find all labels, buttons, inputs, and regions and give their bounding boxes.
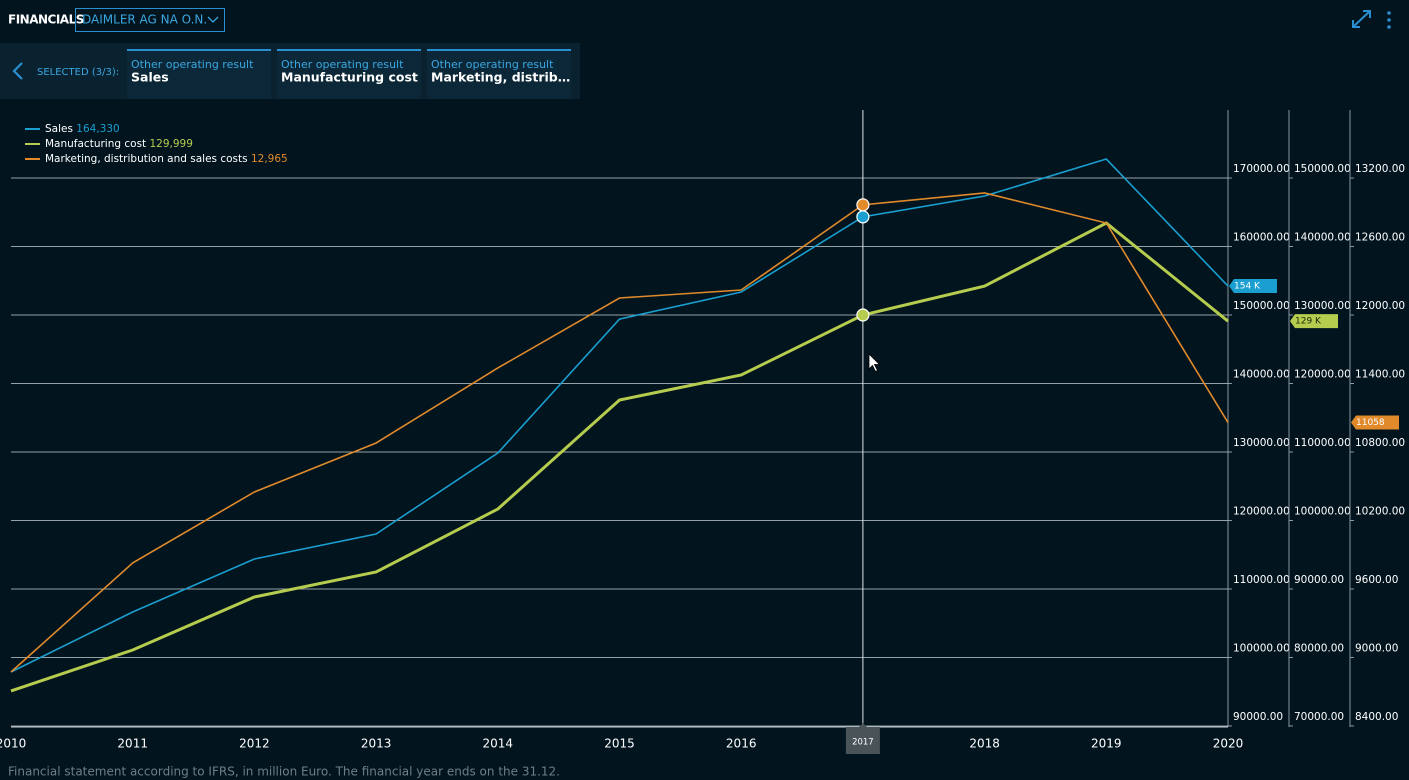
y-tick-label: 120000.00 (1294, 368, 1351, 380)
tab[interactable] (277, 49, 421, 99)
y-tick-label: 90000.00 (1233, 711, 1283, 723)
end-value-label: 154 K (1234, 282, 1261, 292)
y-tick-label: 10800.00 (1355, 437, 1405, 449)
y-tick-label: 90000.00 (1294, 574, 1344, 586)
end-value-label: 129 K (1295, 317, 1322, 327)
y-tick-label: 130000.00 (1294, 300, 1351, 312)
y-tick-label: 120000.00 (1233, 505, 1290, 517)
tab-group: Other operating result (431, 58, 554, 71)
x-tick-label: 2016 (726, 737, 757, 751)
y-tick-label: 170000.00 (1233, 163, 1290, 175)
menu-icon[interactable] (1387, 11, 1391, 29)
y-tick-label: 140000.00 (1233, 368, 1290, 380)
crosshair-label: 2017 (852, 738, 874, 748)
x-tick-label: 2014 (483, 737, 514, 751)
end-value-tag (1229, 279, 1277, 294)
hover-point (856, 308, 870, 322)
x-tick-label: 2011 (117, 737, 148, 751)
dropdown-caret (207, 16, 219, 23)
legend-name: Marketing, distribution and sales costs (45, 153, 251, 165)
end-value-label: 11058 (1356, 418, 1385, 428)
hover-point (856, 210, 870, 224)
tab[interactable] (427, 49, 571, 99)
mouse-cursor (868, 353, 881, 373)
y-tick-label: 10200.00 (1355, 505, 1405, 517)
legend-entry: Marketing, distribution and sales costs … (45, 153, 288, 165)
selection-label: SELECTED (3/3): (37, 67, 119, 78)
hover-point (856, 198, 870, 212)
back-arrow[interactable] (12, 62, 23, 80)
tab-top-border (277, 49, 421, 51)
legend-name: Manufacturing cost (45, 138, 150, 150)
y-tick-label: 160000.00 (1233, 232, 1290, 244)
legend-entry: Manufacturing cost 129,999 (45, 138, 193, 150)
y-tick-label: 11400.00 (1355, 369, 1405, 381)
legend-name: Sales (45, 123, 76, 135)
y-tick-label: 110000.00 (1233, 574, 1290, 586)
company-dropdown[interactable] (75, 8, 225, 32)
y-tick-label: 130000.00 (1233, 437, 1290, 449)
x-tick-label: 2019 (1091, 737, 1122, 751)
footer-note: Financial statement according to IFRS, i… (8, 765, 560, 779)
y-tick-label: 110000.00 (1294, 437, 1351, 449)
y-tick-label: 100000.00 (1294, 505, 1351, 517)
y-tick-label: 140000.00 (1294, 232, 1351, 244)
y-tick-label: 80000.00 (1294, 642, 1344, 654)
x-tick-label: 2012 (239, 737, 270, 751)
y-tick-label: 150000.00 (1294, 163, 1351, 175)
tab-name: Sales (131, 70, 169, 85)
y-tick-label: 9600.00 (1355, 574, 1398, 586)
y-tick-label: 70000.00 (1294, 711, 1344, 723)
tab-group: Other operating result (281, 58, 404, 71)
end-value-tag (1290, 314, 1338, 329)
tab-top-border (427, 49, 571, 51)
series-line (10, 192, 1229, 673)
x-tick-label: 2020 (1213, 737, 1244, 751)
y-tick-label: 100000.00 (1233, 642, 1290, 654)
app-title: FINANCIALS (8, 13, 84, 27)
tab-name: Manufacturing cost (281, 70, 418, 85)
tab[interactable] (127, 49, 271, 99)
y-tick-label: 150000.00 (1233, 300, 1290, 312)
tab-group: Other operating result (131, 58, 254, 71)
legend-value: 164,330 (76, 123, 119, 135)
x-tick-label: 2018 (969, 737, 1000, 751)
legend-value: 12,965 (251, 153, 288, 165)
x-tick-label: 2010 (0, 737, 26, 751)
crosshair-tag (845, 723, 880, 754)
y-tick-label: 12000.00 (1355, 300, 1405, 312)
y-tick-label: 13200.00 (1355, 163, 1405, 175)
x-tick-label: 2013 (361, 737, 392, 751)
series-line (10, 221, 1229, 693)
end-value-tag (1351, 415, 1399, 430)
tab-name: Marketing, distrib… (431, 70, 570, 85)
y-tick-label: 9000.00 (1355, 642, 1398, 654)
tab-top-border (127, 49, 271, 51)
legend-value: 129,999 (150, 138, 193, 150)
legend-entry: Sales 164,330 (45, 123, 120, 135)
x-tick-label: 2015 (604, 737, 635, 751)
series-line (10, 158, 1229, 673)
company-name[interactable]: DAIMLER AG NA O.N. (82, 13, 207, 27)
expand-icon[interactable] (1352, 10, 1371, 28)
chart: 90000.00 100000.00 110000.00 120000.00 13000… (0, 110, 1405, 754)
y-tick-label: 12600.00 (1355, 232, 1405, 244)
y-tick-label: 8400.00 (1355, 711, 1398, 723)
